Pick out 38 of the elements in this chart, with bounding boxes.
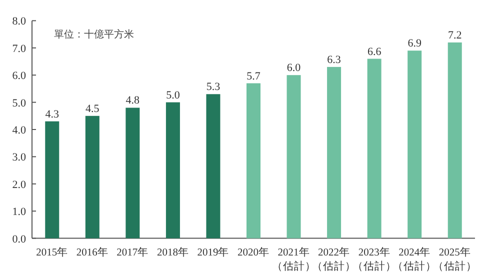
bar (85, 116, 100, 238)
annotation: 單位：十億平方米 (54, 28, 134, 41)
data-label: 6.3 (327, 54, 342, 66)
data-label: 5.0 (166, 89, 180, 102)
data-label: 5.3 (206, 81, 221, 94)
data-label: 6.0 (286, 62, 302, 74)
data-label: 7.2 (448, 29, 462, 42)
bar (286, 75, 301, 238)
y-tick-label: 1.0 (12, 206, 26, 218)
bar (246, 83, 260, 238)
y-tick-label: 5.0 (12, 97, 26, 110)
x-tick-label: 2015年 (36, 246, 68, 258)
y-tick-label: 6.0 (12, 70, 26, 82)
x-tick-label: 2016年 (76, 246, 108, 258)
x-tick-label: 2018年 (156, 246, 189, 258)
y-tick-label: 8.0 (12, 16, 26, 28)
data-label: 4.3 (45, 108, 60, 120)
y-tick-label: 3.0 (12, 152, 26, 164)
x-tick-label: 2017年 (116, 246, 149, 258)
bar (126, 108, 140, 238)
y-tick-label: 7.0 (12, 42, 26, 55)
bar (408, 50, 422, 238)
bar (166, 102, 180, 238)
data-label: 4.8 (126, 94, 140, 107)
bar (367, 58, 382, 238)
y-tick-label: 0.0 (12, 233, 26, 246)
x-tick-label: 2019年 (197, 246, 230, 258)
bar (448, 42, 462, 238)
data-label: 4.5 (86, 102, 100, 115)
data-label: 5.7 (246, 70, 261, 82)
bar (327, 66, 342, 238)
y-tick-label: 4.0 (12, 124, 26, 136)
y-tick-label: 2.0 (12, 178, 26, 191)
data-label: 6.9 (408, 38, 422, 50)
bar (45, 121, 60, 238)
bar (206, 94, 220, 238)
x-tick-label: 2020年 (238, 246, 270, 258)
data-label: 6.6 (367, 46, 382, 58)
